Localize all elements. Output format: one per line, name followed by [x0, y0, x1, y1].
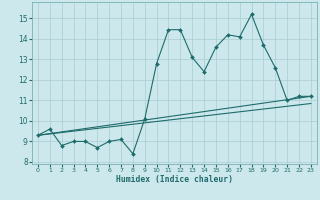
X-axis label: Humidex (Indice chaleur): Humidex (Indice chaleur) [116, 175, 233, 184]
